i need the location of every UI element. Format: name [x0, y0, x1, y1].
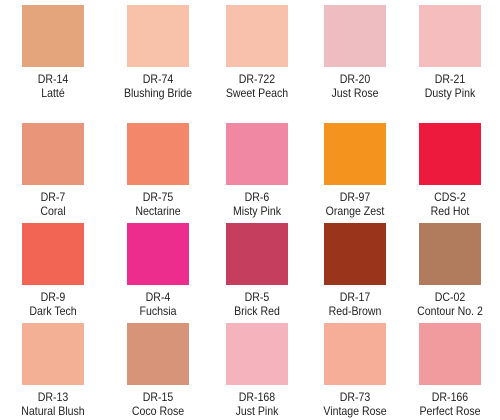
swatch-name: Orange Zest	[325, 204, 385, 218]
swatch-item: DR-14 Latté	[3, 5, 103, 100]
color-chip	[22, 5, 84, 67]
swatch-name: Just Rose	[331, 86, 379, 100]
swatch-code: DC-02	[434, 290, 466, 304]
swatch-code: DR-13	[37, 390, 69, 404]
swatch-item: DR-166 Perfect Rose	[400, 323, 500, 418]
swatch-item: DR-4 Fuchsia	[108, 223, 208, 318]
swatch-code: DR-74	[142, 72, 174, 86]
swatch-name: Nectarine	[135, 204, 181, 218]
swatch-item: DR-74 Blushing Bride	[108, 5, 208, 100]
swatch-code: DR-6	[244, 190, 270, 204]
swatch-item: CDS-2 Red Hot	[400, 123, 500, 218]
swatch-code: DR-15	[142, 390, 174, 404]
swatch-item: DR-7 Coral	[3, 123, 103, 218]
color-chip	[419, 223, 481, 285]
swatch-name: Misty Pink	[232, 204, 282, 218]
color-chip	[324, 223, 386, 285]
swatch-code: DR-21	[434, 72, 466, 86]
swatch-name: Just Pink	[235, 404, 279, 418]
swatch-code: DR-4	[145, 290, 171, 304]
swatch-item: DR-75 Nectarine	[108, 123, 208, 218]
swatch-item: DR-97 Orange Zest	[305, 123, 405, 218]
swatch-item: DR-13 Natural Blush	[3, 323, 103, 418]
swatch-code: DR-7	[40, 190, 66, 204]
swatch-name: Sweet Peach	[225, 86, 289, 100]
color-chip	[22, 223, 84, 285]
swatch-code: DR-9	[40, 290, 66, 304]
swatch-name: Perfect Rose	[419, 404, 481, 418]
swatch-code: DR-20	[339, 72, 371, 86]
swatch-name: Coral	[40, 204, 66, 218]
color-chip	[419, 123, 481, 185]
swatch-code: DR-14	[37, 72, 69, 86]
color-chip	[419, 5, 481, 67]
swatch-item: DR-168 Just Pink	[207, 323, 307, 418]
swatch-code: DR-166	[431, 390, 469, 404]
color-chip	[127, 5, 189, 67]
swatch-code: CDS-2	[434, 190, 466, 204]
color-chip	[226, 323, 288, 385]
color-chip	[226, 123, 288, 185]
swatch-code: DR-73	[339, 390, 371, 404]
color-chip	[324, 123, 386, 185]
swatch-name: Coco Rose	[131, 404, 185, 418]
swatch-name: Dusty Pink	[424, 86, 476, 100]
swatch-item: DR-722 Sweet Peach	[207, 5, 307, 100]
color-chip	[226, 5, 288, 67]
swatch-code: DR-17	[339, 290, 371, 304]
color-chip	[324, 5, 386, 67]
swatch-item: DR-15 Coco Rose	[108, 323, 208, 418]
swatch-name: Fuchsia	[139, 304, 177, 318]
swatch-name: Vintage Rose	[323, 404, 387, 418]
swatch-name: Latté	[41, 86, 65, 100]
color-chip	[127, 323, 189, 385]
swatch-code: DR-75	[142, 190, 174, 204]
color-chip	[324, 323, 386, 385]
swatch-item: DC-02 Contour No. 2	[400, 223, 500, 318]
swatch-name: Red-Brown	[328, 304, 382, 318]
swatch-code: DR-5	[244, 290, 270, 304]
color-chip	[226, 223, 288, 285]
swatch-item: DR-5 Brick Red	[207, 223, 307, 318]
swatch-name: Natural Blush	[21, 404, 85, 418]
swatch-item: DR-21 Dusty Pink	[400, 5, 500, 100]
color-chip	[127, 123, 189, 185]
swatch-code: DR-97	[339, 190, 371, 204]
color-chip	[419, 323, 481, 385]
swatch-item: DR-9 Dark Tech	[3, 223, 103, 318]
color-chip	[22, 123, 84, 185]
swatch-name: Brick Red	[234, 304, 280, 318]
swatch-name: Contour No. 2	[417, 304, 483, 318]
swatch-item: DR-20 Just Rose	[305, 5, 405, 100]
swatch-code: DR-168	[238, 390, 276, 404]
swatch-name: Red Hot	[430, 204, 470, 218]
color-chip	[22, 323, 84, 385]
color-chip	[127, 223, 189, 285]
swatch-name: Dark Tech	[29, 304, 77, 318]
swatch-item: DR-17 Red-Brown	[305, 223, 405, 318]
swatch-code: DR-722	[238, 72, 276, 86]
swatch-name: Blushing Bride	[123, 86, 193, 100]
swatch-item: DR-6 Misty Pink	[207, 123, 307, 218]
swatch-item: DR-73 Vintage Rose	[305, 323, 405, 418]
